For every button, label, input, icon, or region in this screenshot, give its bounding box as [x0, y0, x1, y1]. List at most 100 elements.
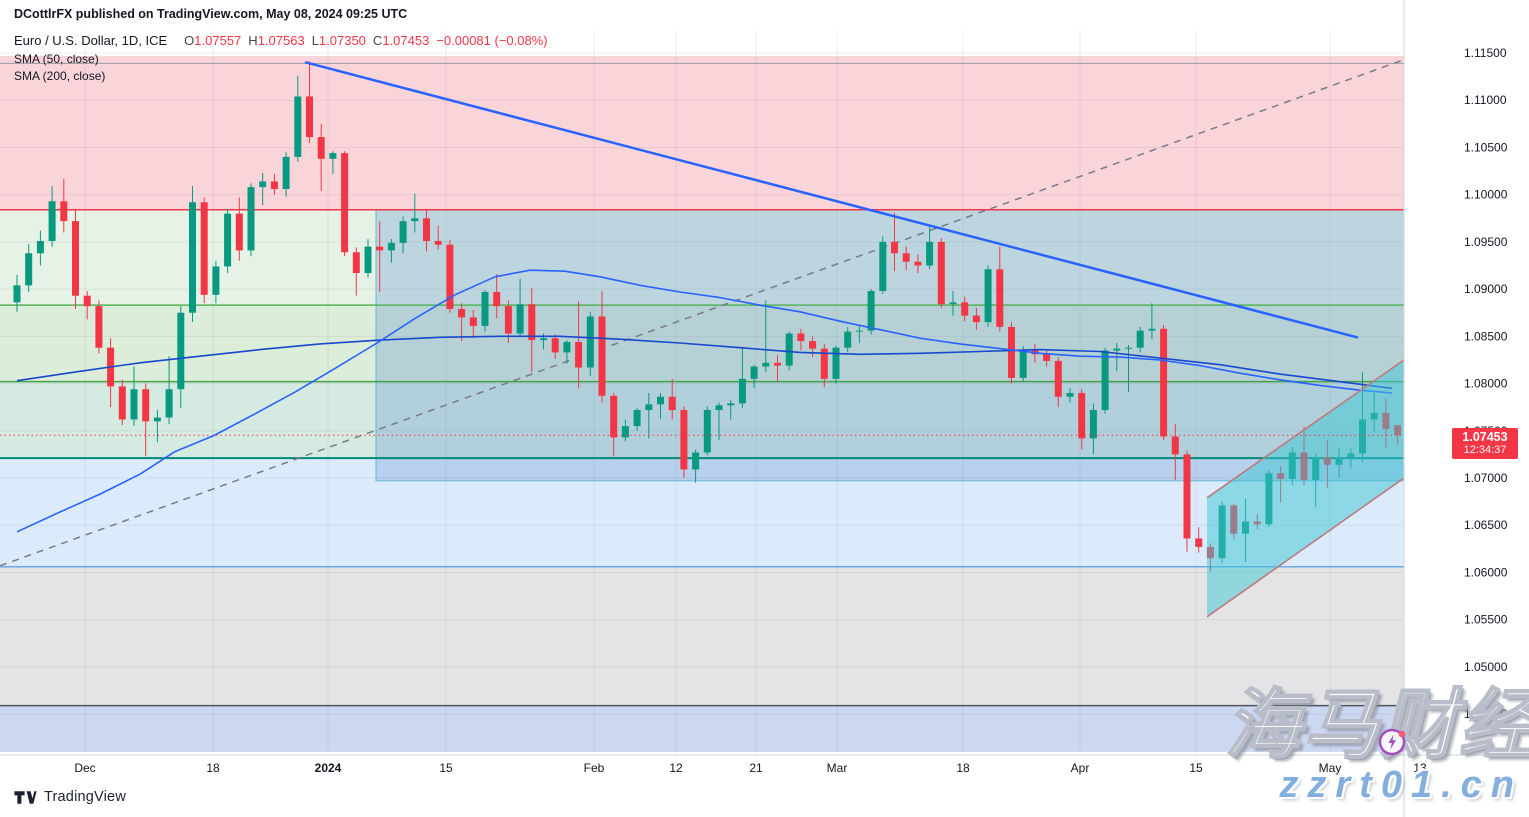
candle-up: [762, 300, 770, 373]
tradingview-attribution[interactable]: TradingView: [14, 789, 126, 805]
candle-up: [879, 236, 887, 294]
price-axis[interactable]: 1.11500 1.11000 1.10500 1.10000 1.09500 1.090…: [1464, 46, 1508, 721]
candle-up: [364, 239, 372, 278]
candle-down: [458, 303, 466, 342]
last-price-value: 1.07453: [1462, 430, 1508, 444]
candle-down: [434, 225, 442, 250]
candle-down: [200, 197, 208, 304]
price-tick-label: 1.06500: [1464, 518, 1508, 532]
time-tick-label: 15: [439, 761, 453, 775]
candle-down: [668, 378, 676, 420]
candle-down: [937, 238, 945, 309]
candle-down: [142, 383, 150, 457]
time-tick-label: 18: [956, 761, 970, 775]
channel-lower-border[interactable]: [1206, 477, 1404, 618]
price-tick-label: 1.07000: [1464, 471, 1508, 485]
candle-up: [165, 356, 173, 425]
candle-down: [423, 208, 430, 252]
descending-trendline[interactable]: [304, 61, 1359, 339]
candle-up: [259, 172, 267, 206]
candle-down: [914, 254, 922, 274]
candle-up: [949, 291, 957, 316]
candle-up: [586, 311, 594, 377]
candle-down: [446, 240, 454, 313]
candle-up: [294, 75, 302, 162]
candle-up: [1148, 303, 1156, 340]
candle-down: [341, 151, 349, 257]
change-value: −0.00081 (−0.08%): [436, 33, 548, 48]
candle-down: [1043, 349, 1051, 367]
plot-area[interactable]: [0, 30, 1404, 755]
candle-up: [399, 216, 407, 254]
ohlc-open-label: O: [184, 33, 195, 48]
time-tick-label: 21: [749, 761, 763, 775]
candle-up: [481, 290, 489, 332]
candle-down: [797, 328, 805, 351]
candle-up: [1125, 344, 1132, 393]
candle-down: [996, 246, 1004, 332]
candle-up: [621, 419, 629, 442]
candle-down: [551, 334, 559, 360]
candle-up: [645, 393, 653, 439]
time-tick-label: 18: [206, 761, 220, 775]
sma-200-line[interactable]: [16, 335, 1393, 390]
candle-down: [1183, 450, 1191, 552]
candle-up: [1101, 347, 1109, 414]
candle-up: [329, 151, 337, 174]
ascending-dashed-trendline[interactable]: [0, 58, 1404, 567]
candle-up: [130, 366, 138, 427]
time-tick-label: Dec: [74, 761, 95, 775]
price-tick-label: 1.05500: [1464, 613, 1508, 627]
candle-up: [926, 226, 934, 270]
time-axis[interactable]: Dec 18 2024 15 Feb 12 21 Mar 18 Apr 15 May 13: [74, 761, 1427, 775]
time-tick-label: May: [1319, 761, 1342, 775]
candle-down: [774, 355, 781, 382]
time-tick-label: Mar: [827, 761, 848, 775]
symbol-title[interactable]: Euro / U.S. Dollar, 1D, ICE: [14, 33, 168, 48]
candle-up: [563, 340, 571, 364]
candle-up: [832, 345, 840, 384]
time-tick-label: Apr: [1071, 761, 1090, 775]
indicator-sma50-row[interactable]: SMA (50, close): [14, 52, 99, 66]
candle-down: [317, 123, 325, 191]
candle-down: [1195, 527, 1203, 553]
ohlc-low-value: 1.07350: [318, 33, 366, 48]
candle-down: [60, 178, 68, 233]
candle-up: [516, 278, 524, 337]
candle-down: [376, 221, 384, 292]
candle-up: [1089, 403, 1097, 455]
candle-down: [891, 212, 898, 272]
symbol-legend[interactable]: Euro / U.S. Dollar, 1D, ICE O1.07557 H1.07…: [14, 33, 548, 48]
price-tick-label: 1.10500: [1464, 140, 1508, 154]
zone-teal: [0, 381, 1404, 459]
candle-up: [36, 230, 44, 266]
candle-down: [352, 247, 360, 296]
price-tick-label: 1.11000: [1464, 93, 1507, 107]
time-tick-label: Feb: [584, 761, 605, 775]
bar-countdown: 12:34:37: [1463, 444, 1507, 457]
candle-down: [1171, 424, 1179, 480]
publish-header: DCottlrFX published on TradingView.com, …: [14, 7, 408, 21]
zone-lavender: [0, 705, 1404, 752]
time-tick-label: 13: [1413, 761, 1427, 775]
candle-down: [83, 291, 91, 320]
support-resistance-box[interactable]: [375, 209, 1404, 482]
ascending-channel[interactable]: [1207, 359, 1404, 617]
candle-up: [25, 243, 33, 292]
candle-down: [235, 197, 243, 261]
sma-50-line[interactable]: [16, 269, 1393, 533]
candle-down: [72, 208, 79, 309]
candle-down: [809, 336, 817, 358]
candle-down: [306, 61, 313, 143]
candle-up: [727, 399, 735, 420]
candle-up: [177, 306, 185, 409]
candle-down: [680, 406, 688, 478]
candle-up: [1136, 326, 1144, 353]
candle-down: [598, 291, 606, 403]
channel-upper-border[interactable]: [1206, 359, 1404, 499]
indicator-sma200-row[interactable]: SMA (200, close): [14, 69, 106, 83]
candle-down: [902, 246, 910, 271]
price-tick-label: 1.09500: [1464, 235, 1508, 249]
candle-up: [247, 183, 255, 257]
